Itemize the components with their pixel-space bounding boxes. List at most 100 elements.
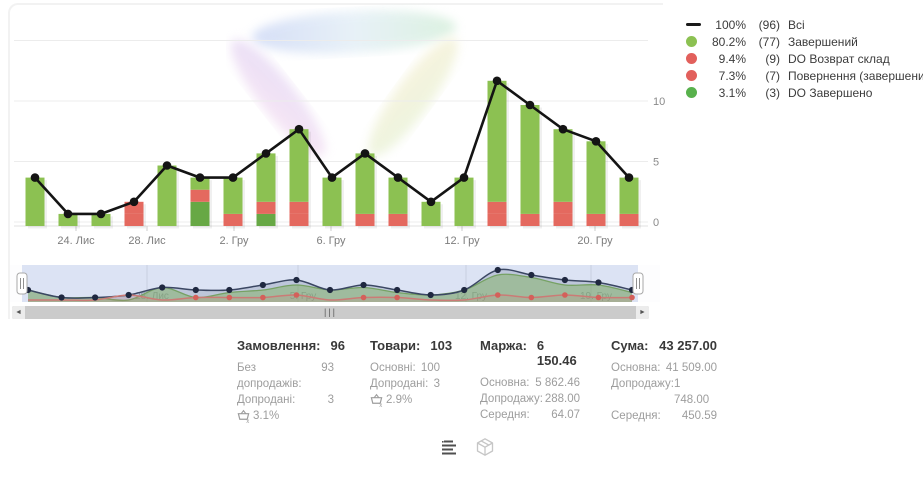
line-point[interactable] — [459, 173, 469, 182]
line-point[interactable] — [96, 209, 106, 219]
stats-products-column: Товари: 103 Основні: 100 Допродані: 3 x … — [370, 338, 452, 424]
line-point[interactable] — [624, 173, 634, 182]
scroll-left-button[interactable]: ◄ — [12, 306, 25, 319]
stats-value: 103 — [430, 338, 453, 353]
stat-label: Основна: — [611, 362, 661, 374]
bar-segment[interactable] — [553, 201, 573, 214]
stats-sub-row: Допродажу: 1 748.00 — [611, 376, 717, 408]
bar-segment[interactable] — [388, 177, 408, 214]
bar-segment[interactable] — [289, 201, 309, 214]
line-point[interactable] — [360, 149, 370, 158]
line-point[interactable] — [228, 173, 238, 182]
bar-segment[interactable] — [58, 213, 78, 226]
legend-pct: 80.2% — [711, 34, 746, 49]
legend-item-return-warehouse[interactable]: 9.4% (9) DO Возврат склад — [686, 50, 918, 67]
legend-item-completed[interactable]: 80.2% (77) Завершений — [686, 33, 918, 50]
stats-sub-row: Допродані: 3 — [237, 392, 334, 408]
upsell-cart-icon: x — [370, 393, 383, 407]
navigator-handle-left[interactable] — [16, 272, 28, 295]
line-point[interactable] — [558, 124, 568, 134]
stat-value: 3 — [327, 394, 334, 406]
stats-sub-row: Середня: 450.59 — [611, 408, 717, 424]
legend-item-return-completed[interactable]: 7.3% (7) Повернення (завершений) — [686, 67, 923, 84]
bar-segment[interactable] — [487, 201, 507, 214]
bar-segment[interactable] — [553, 213, 573, 226]
bar-segment[interactable] — [487, 213, 507, 226]
line-point[interactable] — [195, 173, 205, 182]
stat-label: Без допродажів: — [237, 362, 302, 390]
line-point[interactable] — [162, 161, 172, 170]
bar-segment[interactable] — [289, 129, 309, 202]
bar-segment[interactable] — [157, 165, 177, 227]
bar-segment[interactable] — [190, 177, 210, 190]
list-view-icon[interactable] — [440, 438, 458, 456]
x-axis-label: 24. Лис — [57, 235, 95, 247]
upsell-rate-row: x 2.9% — [370, 392, 440, 408]
scroll-right-button[interactable]: ► — [636, 306, 649, 319]
bar-segment[interactable] — [553, 129, 573, 202]
navigator-total-point — [192, 286, 199, 294]
bar-segment[interactable] — [223, 213, 243, 226]
bar-segment[interactable] — [322, 177, 342, 226]
bar-segment[interactable] — [520, 105, 540, 214]
horizontal-scrollbar[interactable]: ◄ ||| ► — [12, 306, 649, 319]
bar-segment[interactable] — [223, 177, 243, 214]
legend-item-do-completed[interactable]: 3.1% (3) DO Завершено — [686, 84, 918, 101]
legend-line-swatch — [686, 23, 704, 26]
legend-label: DO Возврат склад — [788, 51, 890, 66]
legend-item-all[interactable]: 100% (96) Всі — [686, 16, 918, 33]
stat-label: Допродажу: — [611, 378, 674, 390]
navigator-total-point — [494, 266, 501, 274]
y-axis-label: 10 — [653, 96, 665, 108]
bar-segment[interactable] — [91, 213, 111, 226]
bar-segment[interactable] — [388, 213, 408, 226]
navigator-handle-right[interactable] — [632, 272, 644, 295]
navigator-total-point — [226, 286, 233, 294]
line-point[interactable] — [393, 173, 403, 182]
line-point[interactable] — [129, 197, 139, 207]
bar-segment[interactable] — [619, 177, 639, 214]
main-chart-svg[interactable]: 0 5 10 24. Лис 28. Лис 2. Гру 6. Гру 12. Гру 20.… — [0, 0, 680, 252]
stat-value: 93 — [321, 362, 334, 374]
bar-segment[interactable] — [487, 80, 507, 202]
bar-segment[interactable] — [124, 213, 144, 226]
line-point[interactable] — [591, 137, 601, 146]
legend-label: DO Завершено — [788, 85, 873, 100]
navigator-red-point — [562, 292, 568, 298]
line-point[interactable] — [30, 173, 40, 182]
stat-value: 100 — [420, 362, 440, 374]
line-point[interactable] — [492, 76, 502, 86]
bar-segment[interactable] — [520, 213, 540, 226]
bar-segment[interactable] — [586, 213, 606, 226]
bar-segment[interactable] — [289, 213, 309, 226]
line-point[interactable] — [294, 124, 304, 134]
navigator-red-point — [260, 294, 266, 301]
main-chart[interactable]: 0 5 10 24. Лис 28. Лис 2. Гру 6. Гру 12. Гру 20.… — [0, 0, 680, 252]
line-point[interactable] — [525, 100, 535, 110]
line-point[interactable] — [63, 209, 73, 219]
line-point[interactable] — [327, 173, 337, 182]
bar-segment[interactable] — [25, 177, 45, 226]
line-point[interactable] — [261, 149, 271, 158]
bar-segment[interactable] — [619, 213, 639, 226]
bar-segment[interactable] — [190, 201, 210, 226]
bar-segment[interactable] — [256, 201, 276, 214]
bar-segment[interactable] — [421, 201, 441, 226]
bar-segment[interactable] — [454, 177, 474, 226]
bar-segment[interactable] — [256, 213, 276, 226]
bar-segment[interactable] — [355, 153, 375, 214]
line-point[interactable] — [426, 197, 436, 207]
navigator-total-point — [58, 294, 65, 301]
scrollbar-grip[interactable]: ||| — [323, 307, 338, 317]
stats-orders-column: Замовлення: 96 Без допродажів: 93 Допрод… — [237, 338, 345, 424]
bar-segment[interactable] — [256, 153, 276, 202]
stats-sub-row: Середня: 64.07 — [480, 407, 580, 423]
legend-count: (96) — [758, 17, 780, 32]
bar-segment[interactable] — [586, 141, 606, 214]
upsell-rate-row: x 3.1% — [237, 408, 334, 424]
bar-segment[interactable] — [355, 213, 375, 226]
bar-segment[interactable] — [190, 189, 210, 202]
package-icon[interactable] — [475, 437, 495, 457]
